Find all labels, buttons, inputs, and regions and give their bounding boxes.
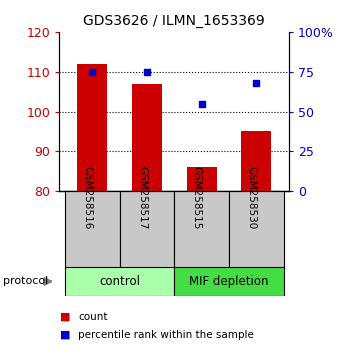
Text: GSM258517: GSM258517 — [137, 166, 147, 229]
Bar — [174, 267, 284, 296]
Text: GSM258516: GSM258516 — [82, 166, 92, 229]
Point — [254, 80, 259, 86]
Text: MIF depletion: MIF depletion — [189, 275, 269, 288]
Bar — [132, 84, 162, 191]
Bar — [65, 191, 120, 267]
Bar — [229, 191, 284, 267]
Text: count: count — [78, 312, 108, 322]
Text: GSM258530: GSM258530 — [246, 166, 256, 229]
Text: protocol: protocol — [3, 276, 49, 286]
Text: ■: ■ — [59, 312, 70, 322]
Bar — [241, 131, 271, 191]
Point — [89, 69, 95, 75]
Text: control: control — [99, 275, 140, 288]
Bar — [187, 167, 217, 191]
Text: GSM258515: GSM258515 — [191, 166, 202, 229]
Bar — [65, 267, 174, 296]
Text: percentile rank within the sample: percentile rank within the sample — [78, 330, 254, 339]
Bar — [174, 191, 229, 267]
Point — [199, 101, 204, 107]
Title: GDS3626 / ILMN_1653369: GDS3626 / ILMN_1653369 — [83, 14, 265, 28]
Bar — [120, 191, 174, 267]
Point — [144, 69, 150, 75]
Text: ■: ■ — [59, 330, 70, 339]
Bar — [77, 64, 107, 191]
